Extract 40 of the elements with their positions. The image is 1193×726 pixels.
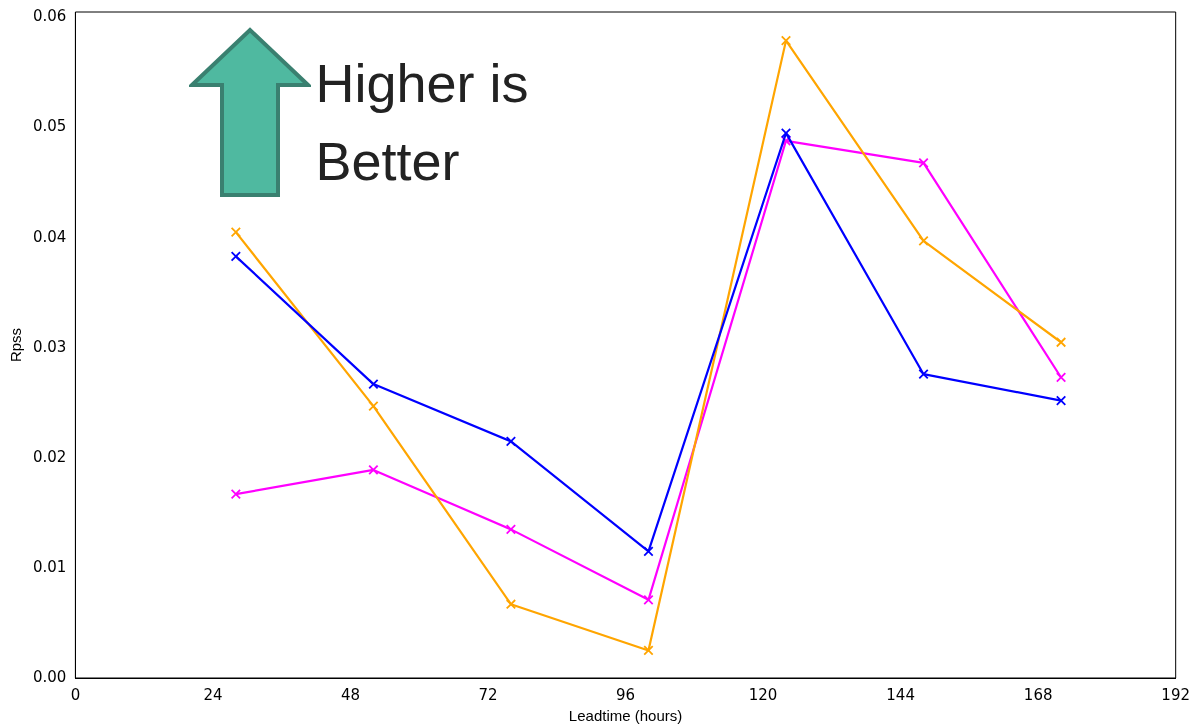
x-tick-label: 72 bbox=[478, 685, 498, 704]
point bbox=[230, 489, 241, 500]
point bbox=[643, 645, 654, 656]
y-tick-label: 0.01 bbox=[32, 557, 67, 576]
point bbox=[505, 599, 517, 610]
x-tick-label: 96 bbox=[615, 685, 636, 704]
y-tick-label: 0.04 bbox=[32, 227, 67, 246]
x-tick-label: 120 bbox=[748, 685, 778, 704]
point bbox=[780, 127, 792, 139]
x-tick-label: 24 bbox=[203, 685, 223, 704]
point bbox=[230, 227, 241, 238]
point bbox=[1055, 372, 1067, 383]
y-axis-title: Rpss bbox=[7, 327, 25, 363]
point bbox=[1055, 395, 1067, 406]
y-tick-label: 0.00 bbox=[32, 667, 67, 686]
point bbox=[505, 524, 517, 535]
point bbox=[918, 235, 929, 247]
x-tick-label: 168 bbox=[1023, 685, 1053, 704]
y-tick-label: 0.02 bbox=[32, 447, 67, 466]
x-axis-title: Leadtime (hours) bbox=[568, 707, 683, 725]
annotation: Higher is Better bbox=[315, 53, 529, 191]
x-tick-label: 192 bbox=[1161, 685, 1191, 704]
point bbox=[368, 378, 379, 390]
point bbox=[368, 464, 379, 476]
x-tick-label: 144 bbox=[886, 685, 915, 704]
point bbox=[368, 400, 379, 412]
point bbox=[780, 35, 792, 46]
y-tick-label: 0.05 bbox=[32, 117, 67, 136]
x-tick-label: 48 bbox=[340, 685, 361, 704]
point bbox=[230, 251, 241, 262]
x-tick-label: 0 bbox=[70, 685, 81, 704]
point bbox=[505, 436, 517, 447]
point bbox=[1055, 337, 1067, 348]
y-tick-label: 0.06 bbox=[32, 7, 67, 26]
point bbox=[780, 135, 792, 146]
y-tick-label: 0.03 bbox=[32, 337, 67, 356]
point bbox=[643, 546, 654, 557]
point bbox=[918, 369, 929, 380]
point bbox=[643, 594, 654, 605]
point bbox=[918, 157, 929, 168]
